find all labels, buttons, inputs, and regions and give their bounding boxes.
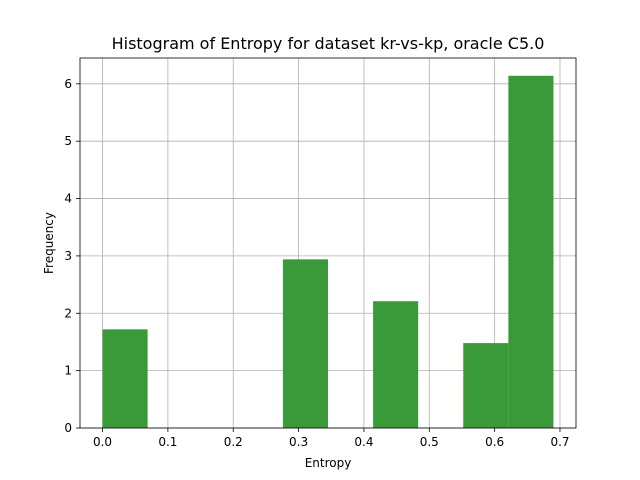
histogram-bar: [282, 259, 328, 428]
x-tick-label: 0.7: [550, 435, 569, 449]
x-axis-label: Entropy: [305, 456, 352, 470]
x-tick-label: 0.1: [158, 435, 177, 449]
y-tick-label: 1: [64, 364, 72, 378]
x-tick-label: 0.5: [420, 435, 439, 449]
y-tick-label: 3: [64, 249, 72, 263]
y-tick-label: 0: [64, 421, 72, 435]
y-tick-label: 5: [64, 134, 72, 148]
x-tick-label: 0.0: [93, 435, 112, 449]
histogram-bar: [463, 343, 509, 428]
x-tick-label: 0.4: [354, 435, 373, 449]
x-tick-label: 0.3: [289, 435, 308, 449]
y-axis-label: Frequency: [42, 212, 56, 274]
histogram-bar: [373, 301, 419, 428]
axes-frame: [79, 57, 577, 429]
x-tick-label: 0.2: [224, 435, 243, 449]
plot-area: 0.0 0.1 0.2 0.3 0.4 0.5 0.6 0.7 0 1 2 3 4 5 6: [64, 57, 577, 449]
y-tick-label: 6: [64, 77, 72, 91]
histogram-bar: [102, 329, 148, 428]
x-tick-label: 0.6: [485, 435, 504, 449]
y-tick-label: 4: [64, 192, 72, 206]
chart-title: Histogram of Entropy for dataset kr-vs-k…: [112, 34, 545, 53]
y-tick-label: 2: [64, 306, 72, 320]
histogram-bar: [508, 75, 554, 428]
